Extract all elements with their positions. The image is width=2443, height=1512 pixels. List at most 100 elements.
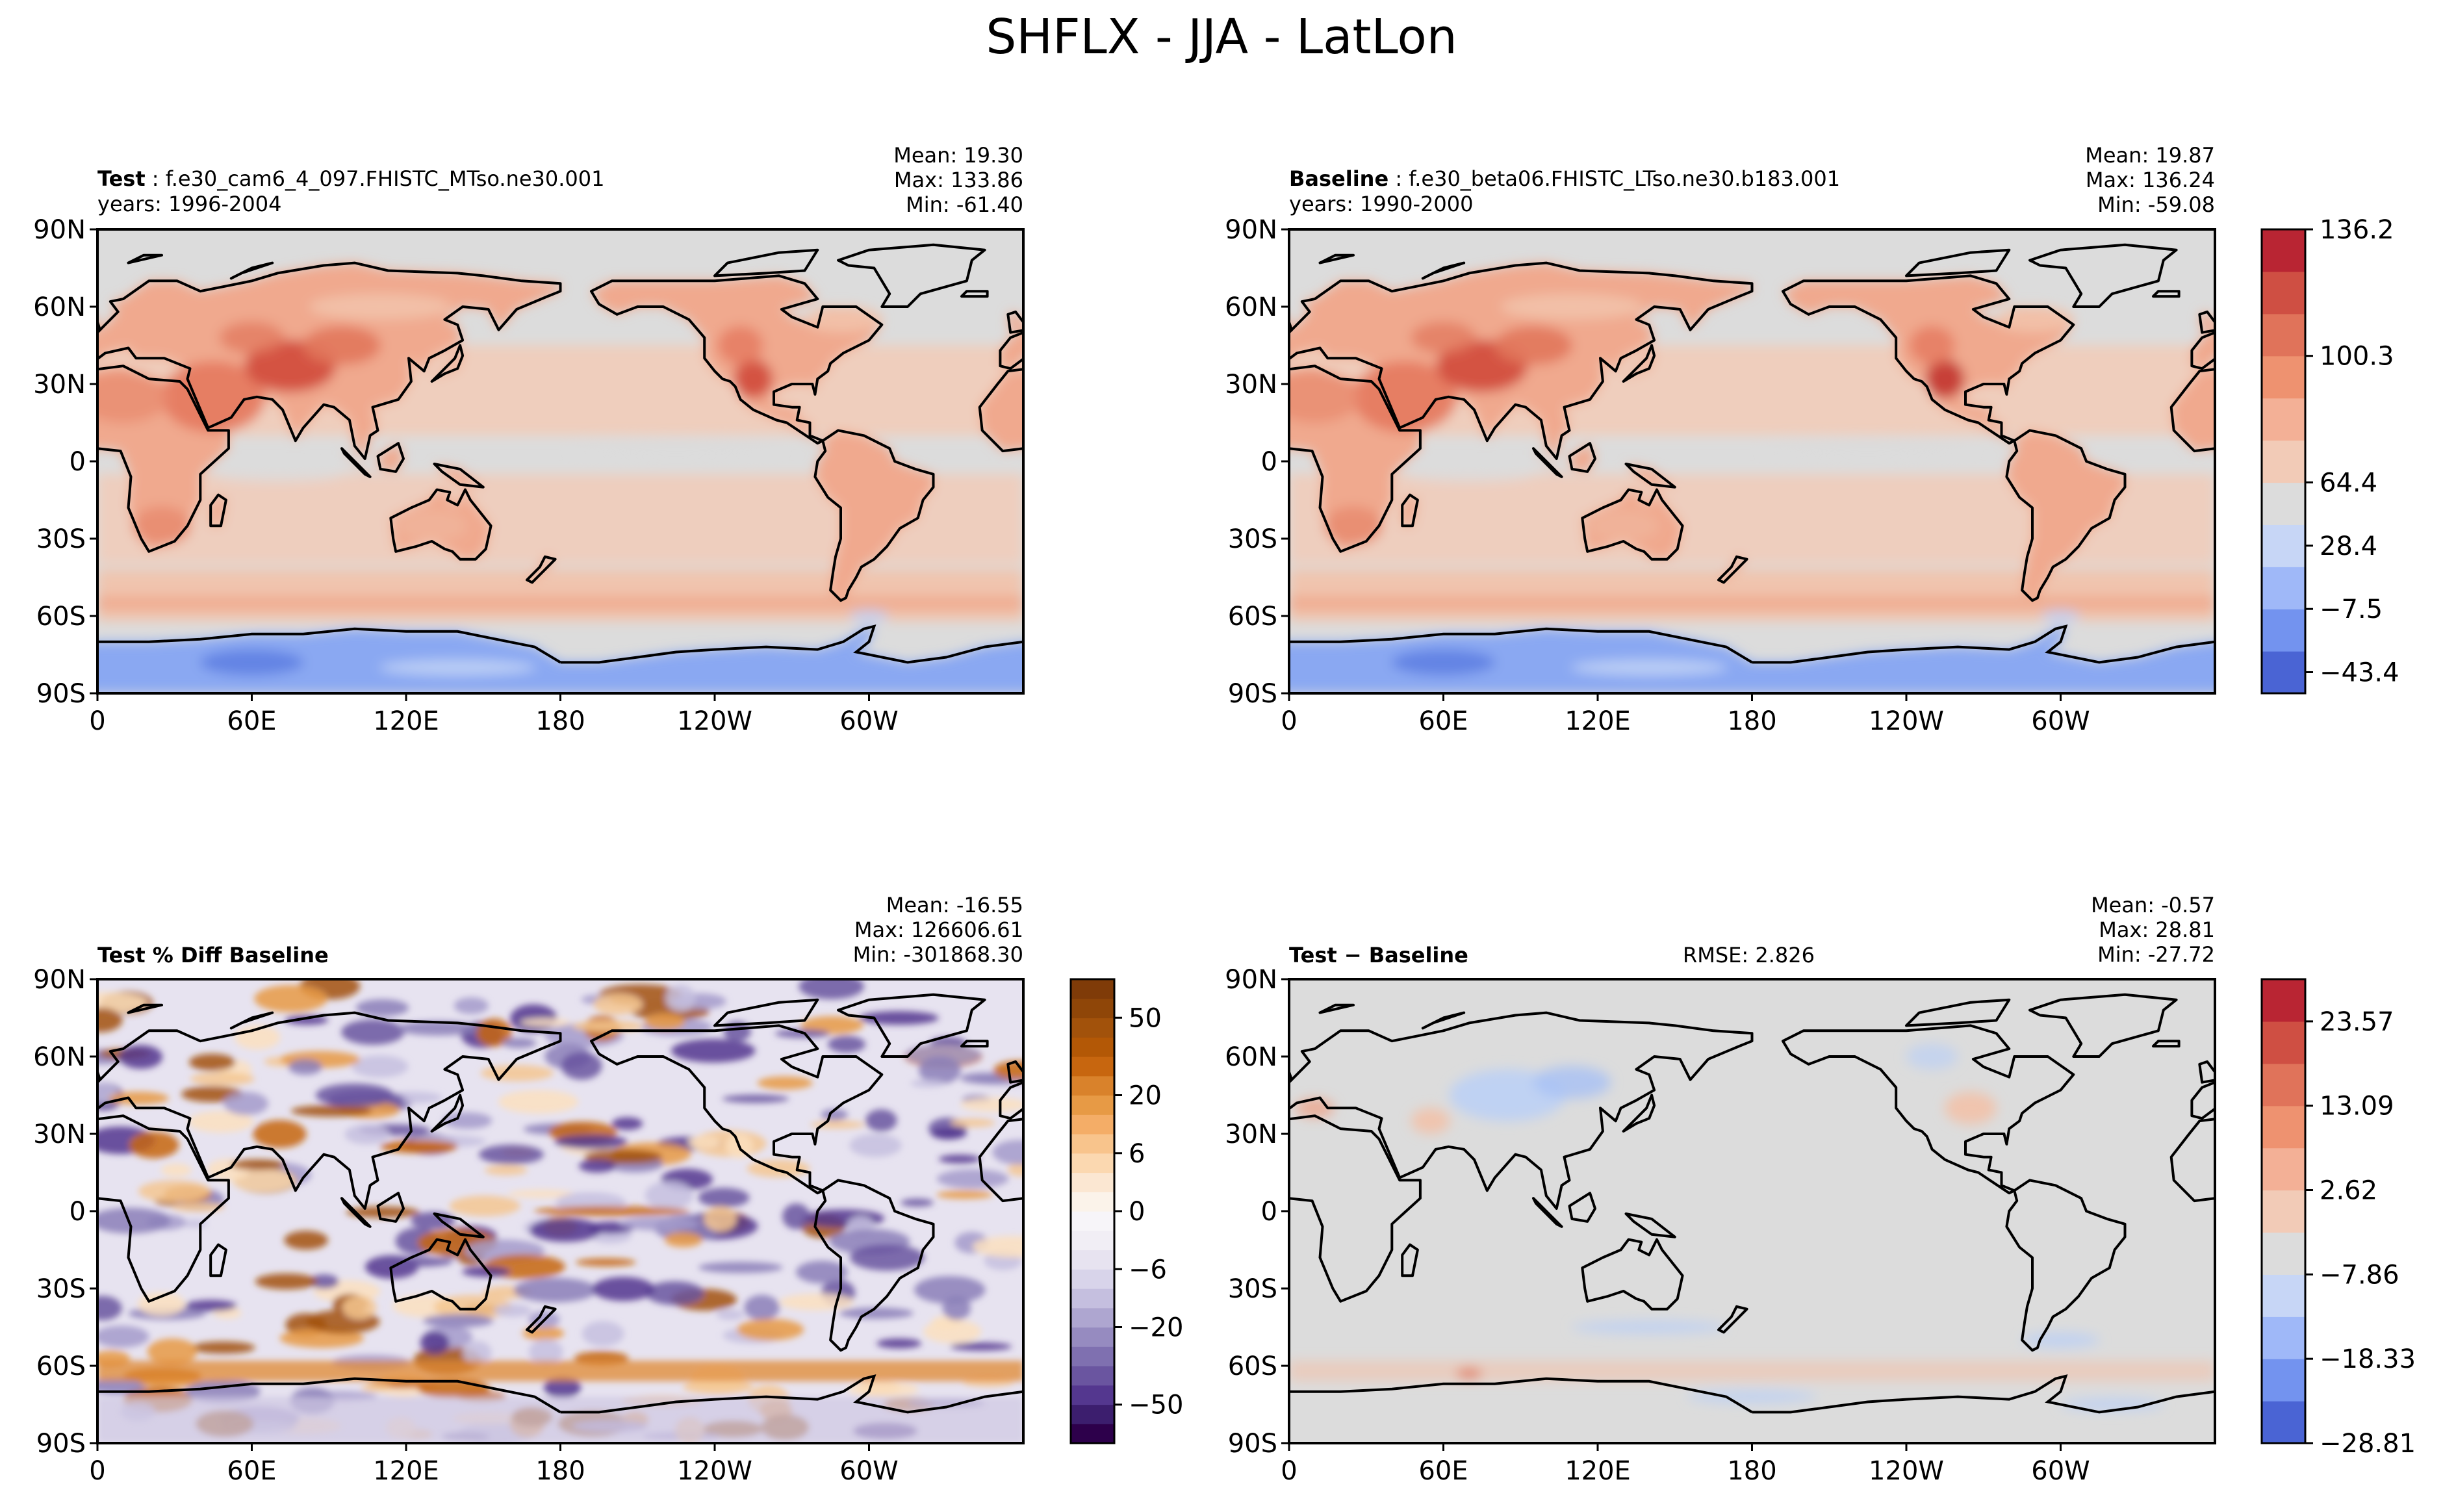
- x-tick-label: 120E: [373, 1456, 439, 1486]
- colorbar-segment: [2262, 1021, 2305, 1064]
- y-tick-label: 60N: [33, 292, 86, 322]
- colorbar-segment: [2262, 1316, 2305, 1359]
- y-tick-label: 0: [70, 1197, 86, 1227]
- colorbar-segment: [2262, 229, 2305, 272]
- y-tick-label: 90N: [33, 215, 86, 245]
- colorbar-segment: [1071, 979, 1114, 999]
- colorbar-segment: [2262, 1232, 2305, 1275]
- y-tick-label: 60S: [36, 602, 86, 632]
- colorbar-tick-label: −50: [1129, 1390, 1183, 1420]
- panel-baseline-max: Max: 136.24: [2086, 168, 2215, 192]
- colorbar-segment: [2262, 271, 2305, 314]
- panel-baseline-header: Baseline : f.e30_beta06.FHISTC_LTso.ne30…: [1289, 143, 2215, 217]
- colorbar-segment: [2262, 651, 2305, 694]
- colorbar-segment: [2262, 1147, 2305, 1191]
- svg-text:Baseline : f.e30_beta06.FHISTC: Baseline : f.e30_beta06.FHISTC_LTso.ne30…: [1289, 166, 1840, 191]
- x-tick-label: 60W: [2031, 1456, 2090, 1486]
- colorbar-tick-label: −43.4: [2320, 658, 2399, 688]
- colorbar-segment: [2262, 609, 2305, 652]
- colorbar-tick-label: 64.4: [2320, 468, 2377, 498]
- colorbar-segment: [1071, 1153, 1114, 1173]
- colorbar-segment: [1071, 1075, 1114, 1096]
- panel-test-case: : f.e30_cam6_4_097.FHISTC_MTso.ne30.001: [146, 166, 605, 191]
- panel-diff-mean: Mean: -0.57: [2091, 893, 2215, 917]
- x-tick-label: 120E: [1565, 1456, 1631, 1486]
- colorbar-tick-label: 28.4: [2320, 532, 2377, 561]
- panel-test-max: Max: 133.86: [894, 168, 1023, 192]
- panel-baseline-label: Baseline: [1289, 166, 1388, 191]
- colorbar-segment: [1071, 1095, 1114, 1115]
- colorbar-tick-label: −6: [1129, 1255, 1167, 1285]
- map-panel-test: [97, 229, 1023, 693]
- y-tick-label: 30N: [33, 1120, 86, 1149]
- x-tick-label: 120W: [677, 706, 752, 736]
- colorbar-segment: [1071, 1249, 1114, 1270]
- panel-pctdiff-mean: Mean: -16.55: [886, 893, 1023, 917]
- y-tick-label: 30S: [36, 1274, 86, 1304]
- colorbar-tick-label: −7.86: [2320, 1260, 2399, 1290]
- colorbar-frame: [2260, 978, 2307, 1444]
- colorbar-segment: [1071, 1404, 1114, 1424]
- colorbar-segment: [1071, 1288, 1114, 1309]
- x-tick-label: 120W: [677, 1456, 752, 1486]
- x-tick-label: 60E: [227, 706, 276, 736]
- colorbar-segment: [2262, 1190, 2305, 1233]
- colorbar-tick-label: 100.3: [2320, 342, 2394, 372]
- colorbar-segment: [2262, 440, 2305, 483]
- y-tick-label: 90N: [1225, 215, 1277, 245]
- svg-text:Test : f.e30_cam6_4_097.FHISTC: Test : f.e30_cam6_4_097.FHISTC_MTso.ne30…: [97, 166, 605, 191]
- x-tick-label: 120W: [1869, 1456, 1944, 1486]
- colorbar-segment: [2262, 482, 2305, 525]
- colorbar-segment: [1071, 1057, 1114, 1077]
- y-tick-label: 60N: [1225, 292, 1277, 322]
- x-tick-label: 0: [1281, 1456, 1297, 1486]
- colorbar-segment: [2262, 1105, 2305, 1149]
- panel-diff-header: Test − Baseline RMSE: 2.826 Mean: -0.57 …: [1289, 893, 2215, 967]
- panel-baseline-min: Min: -59.08: [2097, 192, 2215, 217]
- colorbar-tick-label: −7.5: [2320, 595, 2383, 624]
- colorbar-pctdiff: 50 20 6 0 −6 −20 −50: [1069, 978, 1183, 1444]
- colorbar-tick-label: 23.57: [2320, 1007, 2394, 1037]
- panel-baseline-mean: Mean: 19.87: [2085, 143, 2215, 168]
- panel-test-mean: Mean: 19.30: [893, 143, 1023, 168]
- colorbar-diff: 23.57 13.09 2.62 −7.86 −18.33 −28.81: [2260, 978, 2416, 1459]
- figure-title: SHFLX - JJA - LatLon: [986, 9, 1457, 65]
- colorbar-segment: [1071, 1037, 1114, 1057]
- colorbar-segment: [1071, 1327, 1114, 1347]
- colorbar-tick-label: 13.09: [2320, 1092, 2394, 1121]
- x-tick-label: 180: [535, 706, 585, 736]
- x-tick-label: 180: [535, 1456, 585, 1486]
- y-tick-label: 90S: [36, 679, 86, 709]
- colorbar-segment: [2262, 355, 2305, 399]
- y-tick-label: 90S: [1228, 679, 1277, 709]
- x-tick-label: 60E: [1418, 1456, 1468, 1486]
- panel-test-header: Test : f.e30_cam6_4_097.FHISTC_MTso.ne30…: [97, 143, 1023, 217]
- x-tick-label: 0: [1281, 706, 1297, 736]
- y-tick-label: 30N: [33, 370, 86, 400]
- y-tick-label: 30S: [1228, 1274, 1277, 1304]
- panel-diff-max: Max: 28.81: [2099, 917, 2215, 942]
- x-tick-label: 60W: [2031, 706, 2090, 736]
- colorbar-tick-label: −20: [1129, 1313, 1183, 1343]
- panel-pctdiff-min: Min: -301868.30: [853, 942, 1023, 967]
- colorbar-tick-label: −28.81: [2320, 1429, 2416, 1459]
- y-tick-label: 90N: [1225, 965, 1277, 995]
- colorbar-segment: [1071, 1424, 1114, 1444]
- colorbar-tick-label: 20: [1129, 1081, 1162, 1111]
- panel-diff-rmse: RMSE: 2.826: [1683, 943, 1815, 967]
- y-tick-label: 60S: [1228, 1352, 1277, 1381]
- x-tick-label: 60E: [1418, 706, 1468, 736]
- colorbar-segment: [1071, 1211, 1114, 1231]
- y-tick-label: 60N: [1225, 1042, 1277, 1072]
- x-tick-label: 180: [1727, 706, 1776, 736]
- y-tick-label: 0: [70, 447, 86, 477]
- map-panel-baseline: [1289, 229, 2215, 693]
- y-tick-label: 30N: [1225, 1120, 1277, 1149]
- panel-pctdiff-max: Max: 126606.61: [854, 917, 1023, 942]
- colorbar-tick-label: 0: [1129, 1197, 1145, 1227]
- colorbar-segment: [1071, 1192, 1114, 1212]
- x-tick-label: 120E: [1565, 706, 1631, 736]
- panel-test-label: Test: [97, 166, 146, 191]
- map-panel-diff: [1289, 979, 2215, 1443]
